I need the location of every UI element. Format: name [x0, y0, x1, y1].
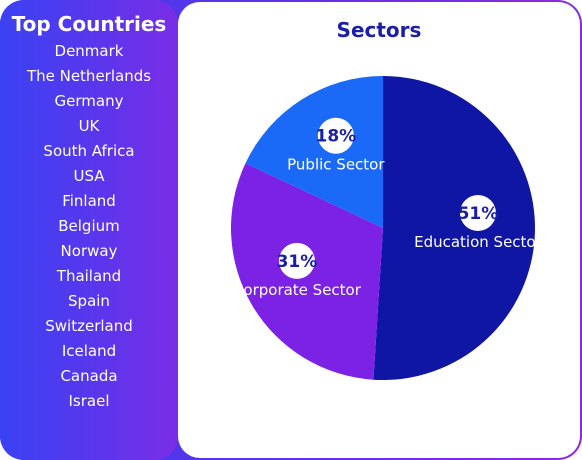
percent-badge-corporate-sector [278, 242, 315, 279]
country-item: South Africa [43, 142, 135, 160]
sectors-pie-chart: 51% Education Sector 31% Corporate Sector 18… [230, 76, 543, 380]
sectors-panel: Sectors 51% Education Sector 31% Corporate … [178, 2, 580, 458]
percent-badge-education-sector [459, 194, 496, 231]
country-item: Spain [68, 292, 110, 310]
country-item: Denmark [54, 42, 124, 60]
percent-label-corporate-sector: 31% [277, 252, 318, 272]
percent-badge-public-sector [317, 117, 354, 154]
country-item: Thailand [56, 267, 122, 285]
pie-slice-education-sector [373, 76, 535, 380]
country-item: Finland [62, 192, 116, 210]
country-item: Israel [68, 392, 110, 410]
top-countries-panel: Top Countries Denmark The Netherlands Ge… [0, 0, 178, 460]
country-item: Norway [60, 242, 118, 260]
chart-title: Sectors [336, 18, 422, 42]
country-item: The Netherlands [26, 67, 152, 85]
country-list: Denmark The Netherlands Germany UK South… [0, 39, 178, 414]
country-item: Germany [54, 92, 124, 110]
pie-slice-public-sector [245, 76, 383, 228]
slice-label-education-sector: Education Sector [414, 233, 543, 251]
country-item: Canada [60, 367, 118, 385]
country-item: USA [73, 167, 105, 185]
country-item: Switzerland [45, 317, 133, 335]
sidebar-title: Top Countries [11, 12, 167, 36]
percent-label-public-sector: 18% [315, 127, 356, 147]
country-item: Iceland [61, 342, 117, 360]
country-item: UK [78, 117, 100, 135]
slice-label-public-sector: Public Sector [287, 156, 385, 174]
percent-label-education-sector: 51% [458, 204, 499, 224]
country-item: Belgium [58, 217, 120, 235]
slice-label-corporate-sector: Corporate Sector [233, 281, 362, 299]
